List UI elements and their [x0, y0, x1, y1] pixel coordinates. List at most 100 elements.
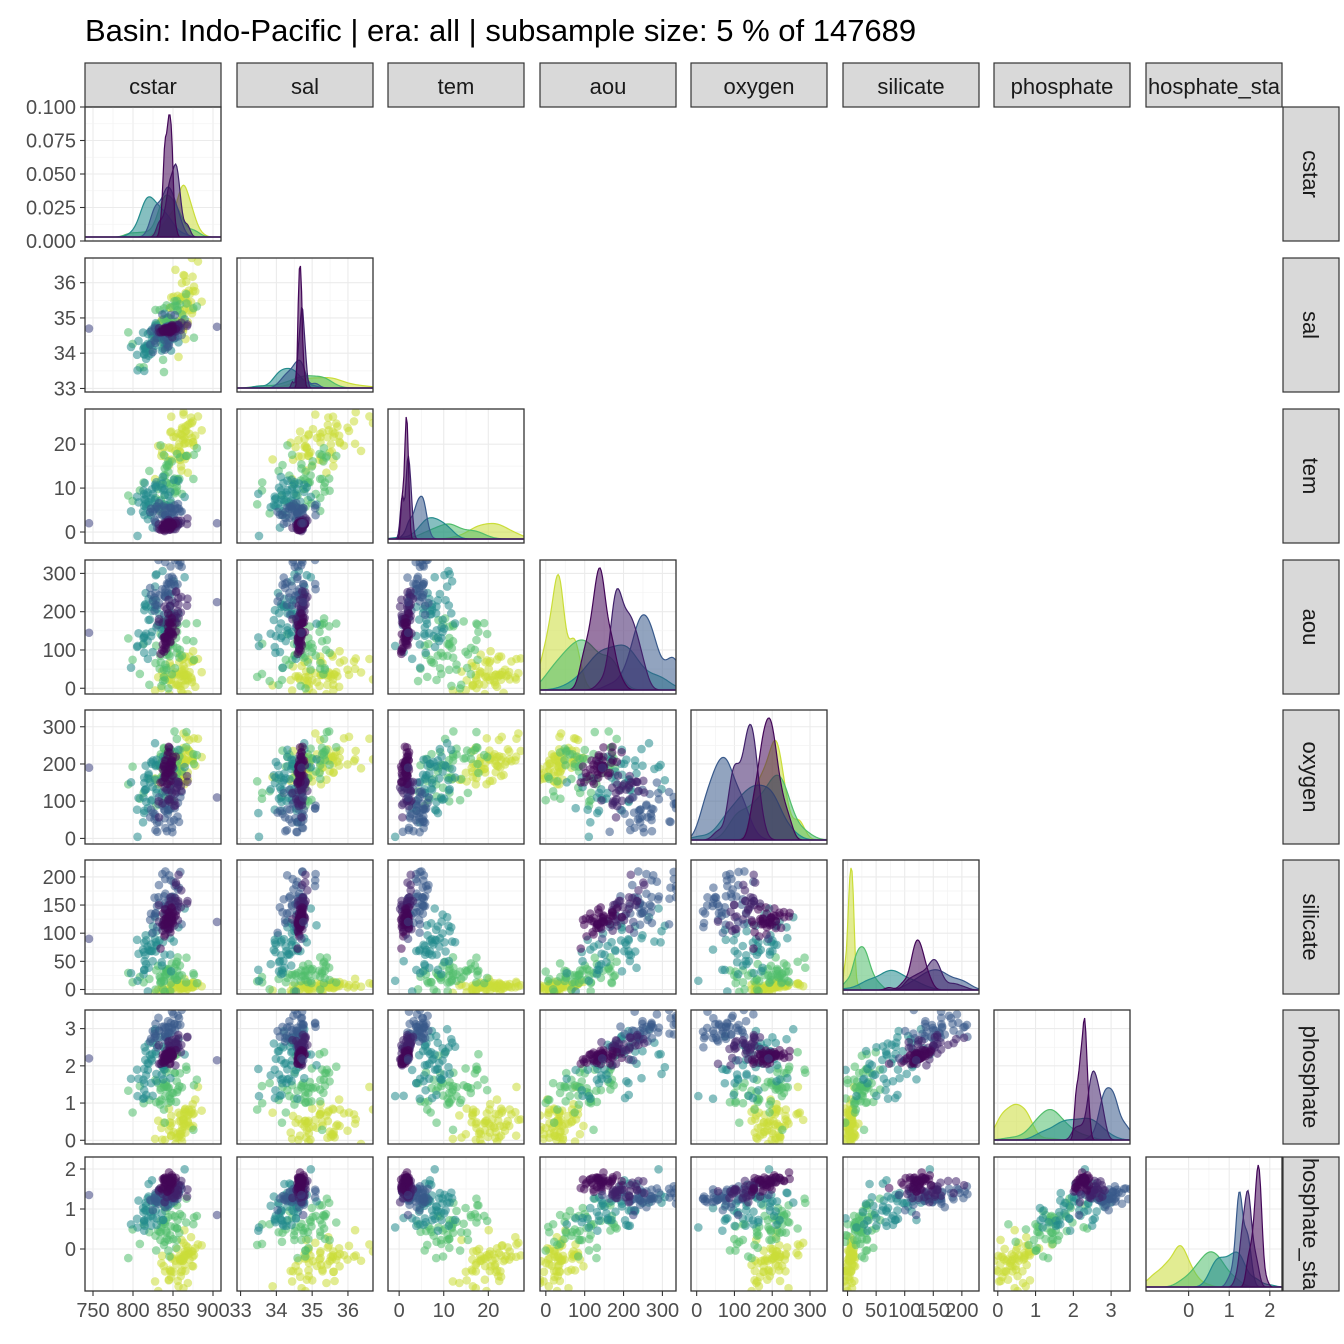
scatter-point — [182, 601, 192, 610]
scatter-point — [288, 1111, 298, 1121]
scatter-point — [463, 650, 473, 659]
scatter-point — [166, 893, 175, 902]
strip-col-cstar: cstar — [84, 62, 222, 108]
strip-col-box — [690, 62, 828, 108]
scatter-point — [580, 745, 590, 755]
scatter-point — [174, 745, 183, 755]
strip-col-label: sal — [291, 74, 319, 99]
scatter-point — [284, 893, 294, 903]
scatter-point — [631, 777, 640, 786]
scatter-point — [793, 957, 802, 967]
scatter-point — [472, 978, 481, 987]
scatter-point — [588, 927, 597, 937]
scatter-point — [156, 657, 166, 667]
scatter-point — [145, 466, 154, 476]
panel-silicate-vs-cstar — [84, 859, 222, 995]
scatter-point — [343, 1126, 352, 1135]
scatter-point — [319, 748, 328, 757]
density-curve — [388, 416, 524, 540]
scatter-point — [85, 324, 94, 333]
scatter-point — [604, 727, 614, 736]
scatter-point — [732, 924, 741, 934]
scatter-point — [779, 912, 789, 922]
scatter-point — [412, 907, 421, 917]
scatter-point — [315, 681, 324, 691]
scatter-point — [499, 770, 508, 780]
scatter-point — [126, 778, 136, 787]
scatter-point — [482, 629, 492, 639]
scatter-point — [471, 780, 481, 789]
scatter-point — [277, 1078, 287, 1088]
scatter-point — [351, 746, 361, 756]
scatter-point — [316, 1075, 325, 1085]
scatter-point — [273, 596, 282, 606]
panel-plot-area — [540, 860, 676, 994]
scatter-point — [141, 1090, 151, 1100]
scatter-point — [141, 1070, 151, 1080]
scatter-point — [128, 655, 137, 665]
scatter-point — [329, 1129, 338, 1139]
scatter-point — [452, 970, 461, 979]
strip-col-box — [236, 62, 374, 108]
scatter-point — [444, 775, 453, 785]
scatter-point — [166, 1018, 176, 1028]
scatter-point — [316, 432, 325, 442]
scatter-point — [269, 1039, 279, 1048]
scatter-point — [311, 869, 320, 879]
scatter-point — [133, 832, 142, 842]
scatter-point — [154, 880, 164, 890]
scatter-point — [434, 774, 444, 783]
scatter-point — [312, 921, 321, 930]
scatter-point — [612, 904, 622, 913]
scatter-point — [257, 1081, 267, 1091]
scatter-point — [319, 1088, 328, 1098]
panel-plot-area — [85, 710, 221, 844]
scatter-point — [432, 797, 441, 807]
panel-plot-area — [388, 710, 524, 844]
scatter-point — [293, 778, 302, 787]
scatter-point — [311, 801, 320, 810]
plot-matrix: cstar sal tem aou oxygen silicate phosphate hos… — [26, 62, 1340, 1322]
scatter-point — [607, 978, 617, 988]
scatter-point — [145, 583, 155, 593]
scatter-point — [350, 664, 360, 674]
scatter-point — [356, 764, 366, 773]
scatter-point — [182, 899, 192, 908]
scatter-point — [268, 1108, 277, 1118]
scatter-point — [181, 742, 191, 752]
scatter-point — [607, 748, 617, 757]
scatter-point — [612, 957, 621, 967]
scatter-point — [273, 928, 282, 938]
scatter-point — [720, 965, 730, 975]
scatter-point — [252, 500, 262, 509]
scatter-point — [492, 655, 502, 664]
scatter-point — [293, 649, 302, 659]
scatter-point — [643, 812, 652, 822]
scatter-point — [167, 904, 177, 913]
scatter-point — [158, 676, 168, 686]
scatter-point — [257, 788, 267, 798]
scatter-point — [427, 657, 436, 667]
scatter-point — [182, 953, 191, 963]
scatter-point — [402, 640, 411, 649]
scatter-point — [277, 1118, 287, 1127]
scatter-point — [368, 418, 373, 428]
scatter-point — [189, 1125, 198, 1135]
scatter-point — [403, 934, 413, 944]
strip-col-label: phosphate — [1011, 74, 1114, 99]
panel-silicate-vs-silicate — [842, 859, 980, 995]
scatter-point — [414, 915, 424, 925]
scatter-point — [406, 870, 415, 880]
scatter-point — [351, 980, 361, 990]
strip-col-sal: sal — [236, 62, 374, 108]
scatter-point — [419, 940, 428, 950]
scatter-point — [293, 944, 302, 953]
scatter-point — [316, 985, 325, 994]
scatter-point — [310, 876, 320, 885]
scatter-point — [319, 669, 328, 679]
scatter-point — [171, 880, 181, 890]
scatter-point — [158, 566, 167, 576]
scatter-point — [189, 1080, 199, 1090]
scatter-point — [177, 1133, 186, 1142]
scatter-point — [429, 631, 438, 641]
